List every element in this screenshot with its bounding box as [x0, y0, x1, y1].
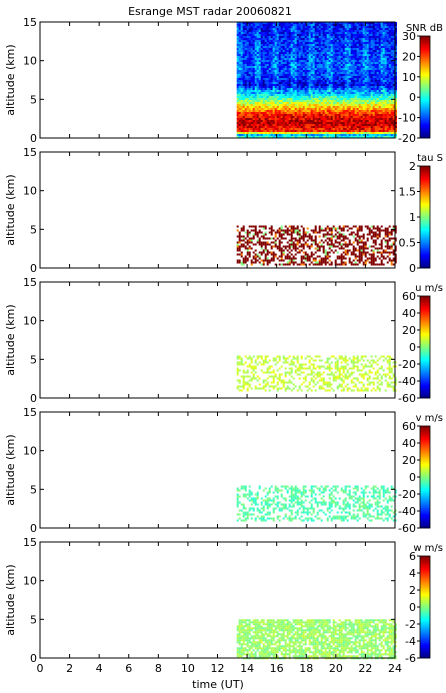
y-tick-label: 15: [23, 536, 37, 549]
colorbar-label: tau S: [417, 153, 443, 164]
colorbar-tick-label: 0.5: [399, 237, 417, 250]
colorbar-label: SNR dB: [406, 23, 443, 34]
x-tick-label: 18: [299, 662, 313, 675]
heatmap-w: [236, 619, 397, 660]
colorbar-tick-label: 60: [402, 420, 416, 433]
y-axis-label: altitude (km): [4, 434, 17, 505]
x-tick-label: 4: [96, 662, 103, 675]
colorbar-tick-label: 6: [409, 550, 416, 563]
colorbar-tick-label: -20: [398, 132, 416, 145]
y-tick-label: 10: [23, 575, 37, 588]
colorbar-tick-label: -60: [398, 392, 416, 405]
colorbar-tick-label: -4: [405, 635, 416, 648]
y-tick-label: 5: [30, 93, 37, 106]
x-tick-label: 14: [240, 662, 254, 675]
y-tick-label: 10: [23, 185, 37, 198]
y-tick-label: 15: [23, 406, 37, 419]
colorbar-tick-label: 0: [409, 471, 416, 484]
y-axis-label: altitude (km): [4, 564, 17, 635]
y-tick-label: 15: [23, 146, 37, 159]
y-tick-label: 10: [23, 55, 37, 68]
y-tick-label: 10: [23, 315, 37, 328]
colorbar-tick-label: 4: [409, 567, 416, 580]
x-tick-label: 22: [358, 662, 372, 675]
colorbar-label: w m/s: [413, 543, 443, 554]
x-tick-label: 0: [37, 662, 44, 675]
colorbar-tick-label: 20: [402, 454, 416, 467]
x-tick-label: 8: [155, 662, 162, 675]
colorbar-frame: [419, 35, 431, 139]
y-tick-label: 0: [30, 652, 37, 665]
y-tick-label: 15: [23, 16, 37, 29]
y-tick-label: 5: [30, 223, 37, 236]
colorbar-tick-label: -40: [398, 375, 416, 388]
colorbar-tick-label: 1.5: [399, 186, 417, 199]
y-tick-label: 5: [30, 353, 37, 366]
colorbar-tick-label: 2: [409, 160, 416, 173]
colorbar-label: v m/s: [416, 413, 443, 424]
y-axis-label: altitude (km): [4, 304, 17, 375]
colorbar-tick-label: -20: [398, 488, 416, 501]
y-axis-label: altitude (km): [4, 44, 17, 115]
y-tick-label: 10: [23, 445, 37, 458]
colorbar-tick-label: 40: [402, 437, 416, 450]
x-tick-label: 16: [270, 662, 284, 675]
y-tick-label: 0: [30, 262, 37, 275]
axes-frame: [39, 411, 396, 529]
y-tick-label: 0: [30, 392, 37, 405]
colorbar-tick-label: -10: [398, 112, 416, 125]
heatmap-u: [236, 355, 397, 392]
colorbar-u: -60 -40 -20 0 20 40 60u m/s: [398, 283, 443, 405]
x-tick-label: 24: [388, 662, 402, 675]
y-tick-label: 0: [30, 522, 37, 535]
axes-frame: [39, 151, 396, 269]
y-axis-label: altitude (km): [4, 174, 17, 245]
heatmap-tau: [236, 225, 397, 266]
colorbar-w: -6 -4 -2 0 2 4 6w m/s: [405, 543, 443, 665]
colorbar-label: u m/s: [415, 283, 443, 294]
x-tick-label: 12: [211, 662, 225, 675]
colorbar-tick-label: 60: [402, 290, 416, 303]
colorbar-tick-label: 1: [409, 211, 416, 224]
y-tick-label: 0: [30, 132, 37, 145]
colorbar-tick-label: 0: [409, 341, 416, 354]
x-tick-label: 20: [329, 662, 343, 675]
y-tick-label: 15: [23, 276, 37, 289]
panel-v: 0 5 10 15 altitude (km) -60 -40 -20 0 20 40 60v m/s: [4, 406, 443, 535]
y-tick-label: 5: [30, 613, 37, 626]
colorbar-tick-label: 0: [409, 262, 416, 275]
colorbar-tick-label: 0: [409, 601, 416, 614]
colorbar-tick-label: -2: [405, 618, 416, 631]
x-tick-label: 2: [66, 662, 73, 675]
colorbar-tick-label: 0: [409, 91, 416, 104]
heatmap-SNR: [236, 22, 397, 139]
colorbar-tick-label: 20: [402, 324, 416, 337]
colorbar-tick-label: 2: [409, 584, 416, 597]
colorbar-tick-label: -40: [398, 505, 416, 518]
heatmap-v: [236, 485, 397, 522]
x-tick-label: 6: [125, 662, 132, 675]
x-tick-label: 10: [181, 662, 195, 675]
colorbar-tick-label: 20: [402, 50, 416, 63]
colorbar-tick-label: 10: [402, 71, 416, 84]
x-axis-label: time (UT): [192, 678, 244, 691]
colorbar-v: -60 -40 -20 0 20 40 60v m/s: [398, 413, 443, 535]
colorbar-tick-label: 40: [402, 307, 416, 320]
figure-title: Esrange MST radar 20060821: [128, 5, 292, 18]
colorbar-tick-label: 30: [402, 30, 416, 43]
y-tick-label: 5: [30, 483, 37, 496]
panel-u: 0 5 10 15 altitude (km) -60 -40 -20 0 20 40 60u m/s: [4, 276, 443, 405]
colorbar-tick-label: -6: [405, 652, 416, 665]
colorbar-tick-label: -60: [398, 522, 416, 535]
colorbar-tick-label: -20: [398, 358, 416, 371]
